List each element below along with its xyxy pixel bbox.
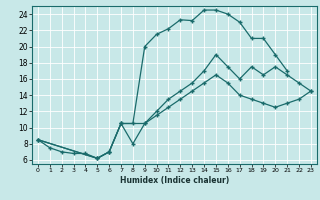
X-axis label: Humidex (Indice chaleur): Humidex (Indice chaleur)	[120, 176, 229, 185]
